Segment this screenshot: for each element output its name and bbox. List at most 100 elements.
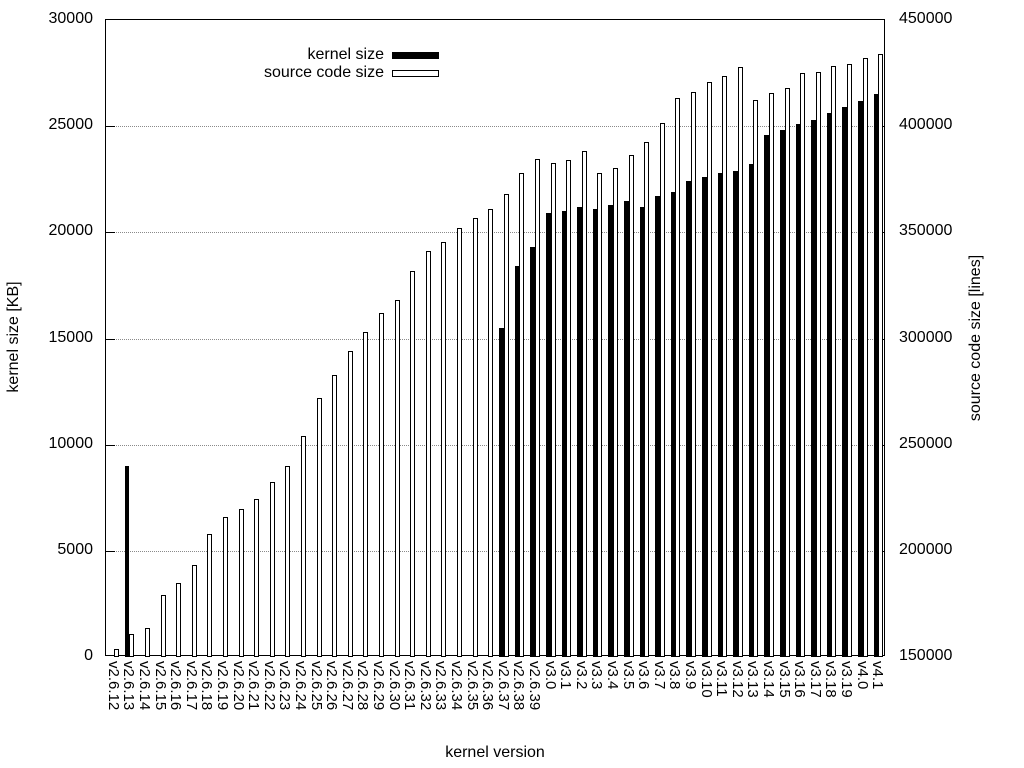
y-left-tick-label: 25000 [48, 116, 94, 134]
legend-label-kernel-size: kernel size [307, 46, 384, 63]
x-tick-label: v4.0 [853, 661, 871, 690]
plot-area: kernel size source code size [105, 19, 885, 657]
source-code-size-bar [644, 142, 650, 657]
source-code-size-bar [238, 509, 244, 657]
source-code-size-bar [441, 241, 447, 657]
x-tick-label: v3.7 [650, 661, 668, 690]
kernel-size-bar [608, 204, 613, 657]
source-code-size-bar [113, 648, 119, 657]
legend-row-kernel-size: kernel size [174, 46, 439, 64]
legend: kernel size source code size [174, 46, 439, 82]
source-code-size-bar [862, 58, 868, 657]
source-code-size-bar [301, 436, 306, 657]
y-left-tickmark [106, 550, 115, 552]
x-tick-label: v2.6.18 [198, 661, 216, 711]
x-tick-label: v3.0 [541, 661, 559, 690]
source-code-size-bar [581, 150, 587, 657]
source-code-size-bar [488, 209, 494, 657]
y-left-tickmark [106, 444, 115, 446]
x-tick-label: v2.6.29 [370, 661, 387, 711]
source-code-size-bar [722, 76, 728, 657]
x-tick-label: v2.6.16 [167, 661, 185, 711]
x-tick-label: v2.6.12 [104, 661, 122, 711]
gridline [107, 232, 883, 234]
kernel-size-bar [842, 107, 847, 657]
x-tick-label: v4.1 [869, 661, 887, 690]
legend-label-source-code-size: source code size [263, 64, 384, 81]
y-left-tick-label: 20000 [48, 222, 94, 240]
source-code-size-bar [550, 163, 556, 657]
kernel-size-bar [717, 172, 723, 657]
source-code-size-bar [394, 300, 400, 657]
kernel-size-bar [577, 206, 582, 657]
y-right-tick-label: 400000 [899, 116, 953, 134]
x-tick-label: v2.6.21 [245, 661, 263, 711]
x-tick-label: v2.6.13 [120, 661, 138, 711]
x-tick-label: v3.15 [775, 661, 793, 698]
x-tick-label: v3.12 [728, 661, 746, 698]
kernel-size-bar [639, 206, 645, 657]
source-code-size-bar [675, 97, 681, 657]
source-code-size-bar [753, 99, 759, 657]
source-code-size-bar [815, 72, 821, 657]
kernel-size-bar [670, 192, 676, 657]
source-code-size-bar [847, 63, 852, 657]
gridline [107, 550, 883, 552]
y-right-tick-label: 350000 [899, 222, 953, 240]
kernel-size-bar [764, 134, 769, 657]
x-tick-label: v2.6.17 [182, 661, 200, 711]
x-tick-label: v2.6.25 [307, 661, 325, 711]
source-code-size-bar [207, 533, 213, 657]
kernel-size-bar [733, 170, 738, 657]
source-code-size-bar [519, 172, 525, 657]
x-tick-label: v3.1 [557, 661, 575, 690]
source-code-size-bar [472, 217, 478, 657]
y-left-tick-label: 15000 [48, 328, 94, 346]
x-tick-label: v3.11 [713, 661, 731, 697]
x-tick-label: v3.2 [572, 661, 590, 690]
source-code-size-bar [285, 465, 291, 657]
source-code-size-bar [597, 172, 603, 657]
x-tick-label: v2.6.37 [494, 661, 512, 711]
x-tick-label: v2.6.26 [323, 661, 341, 711]
legend-swatch-source-code-size [392, 69, 439, 77]
x-tick-label: v2.6.24 [292, 661, 309, 711]
x-tick-label: v2.6.35 [463, 661, 481, 711]
source-code-size-bar [784, 87, 790, 657]
source-code-size-bar [457, 228, 462, 657]
x-tick-label: v2.6.38 [510, 661, 528, 711]
y-right-tick-label: 250000 [899, 434, 953, 452]
kernel-size-bar [873, 94, 879, 657]
source-code-size-bar [316, 398, 322, 657]
x-tick-label: v3.8 [666, 661, 684, 690]
y-axis-right-title: source code size [lines] [967, 254, 984, 422]
x-tick-label: v2.6.22 [260, 661, 278, 711]
source-code-size-bar [613, 167, 618, 657]
source-code-size-bar [691, 92, 696, 657]
x-tick-label: v3.9 [682, 661, 699, 690]
source-code-size-bar [191, 564, 197, 657]
source-code-size-bar [145, 628, 150, 657]
x-tick-label: v2.6.23 [276, 661, 294, 711]
kernel-size-bar [530, 247, 535, 657]
source-code-size-bar [410, 270, 416, 657]
legend-swatch-kernel-size [392, 51, 439, 59]
source-code-size-bar [831, 65, 837, 657]
y-left-tick-label: 10000 [48, 434, 94, 452]
x-tick-label: v2.6.34 [448, 661, 465, 711]
kernel-size-bar [561, 211, 567, 657]
y-left-tickmark [106, 126, 115, 128]
x-tick-label: v3.16 [791, 661, 809, 698]
source-code-size-bar [425, 251, 431, 657]
source-code-size-bar [566, 160, 572, 657]
source-code-size-bar [176, 582, 182, 657]
gridline [107, 444, 883, 446]
legend-row-source-code-size: source code size [174, 64, 439, 82]
kernel-size-bar [499, 327, 504, 657]
y-right-tick-label: 200000 [899, 540, 953, 558]
x-tick-label: v2.6.36 [479, 661, 497, 711]
kernel-size-bar [514, 266, 520, 657]
source-code-size-bar [254, 498, 260, 657]
y-left-tick-label: 0 [84, 647, 93, 664]
x-tick-label: v2.6.32 [416, 661, 434, 711]
